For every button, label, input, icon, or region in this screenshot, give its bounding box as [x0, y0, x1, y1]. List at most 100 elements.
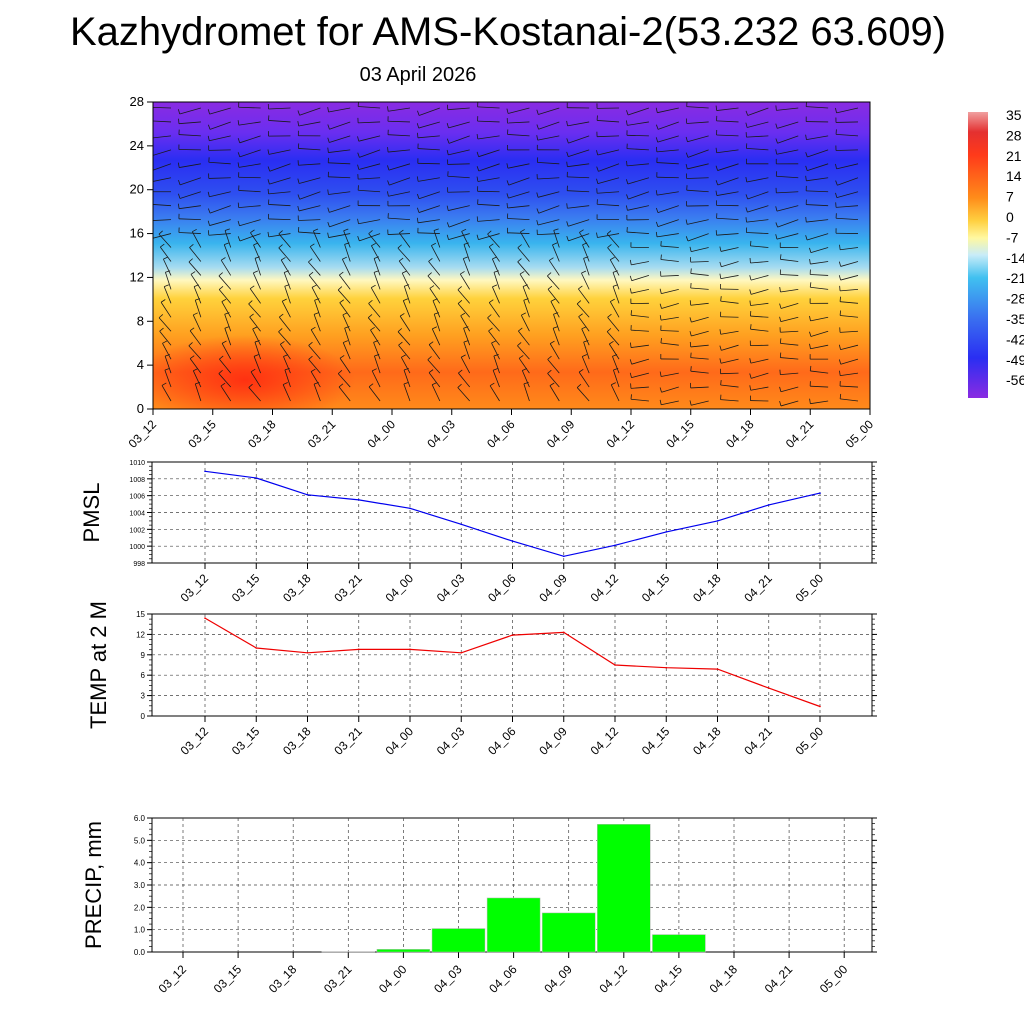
- pmsl-point: [614, 544, 616, 547]
- wind-barb: [252, 326, 261, 346]
- wind-barb: [746, 227, 769, 234]
- pmsl-panel: 998 1000 1002 1004 1006 1008 1010 03_12 03_15 03_…: [79, 460, 877, 605]
- wind-barb: [416, 176, 440, 182]
- wind-barb: [178, 177, 201, 186]
- wind-barb: [279, 313, 291, 332]
- wind-barb: [327, 147, 351, 153]
- colorbar-label: -42: [1006, 331, 1024, 347]
- wind-barb: [629, 259, 649, 266]
- wind-barb: [237, 219, 261, 227]
- wind-barb: [745, 191, 769, 200]
- wind-barb: [268, 115, 291, 123]
- wind-barb: [779, 400, 799, 407]
- wind-barb: [254, 340, 261, 360]
- wind-barb: [719, 261, 739, 268]
- wind-barb: [417, 158, 440, 165]
- wind-barb: [660, 254, 679, 262]
- wind-barb: [805, 116, 829, 123]
- wind-barb: [779, 242, 799, 248]
- x-tick-label: 04_09: [536, 571, 570, 605]
- wind-barb: [596, 103, 620, 109]
- wind-barb: [809, 259, 829, 265]
- wind-barb: [267, 177, 291, 185]
- x-tick-label: 04_21: [783, 417, 817, 451]
- wind-barb: [779, 302, 799, 309]
- wind-barb: [566, 120, 590, 127]
- wind-barb: [282, 382, 291, 402]
- wind-barb: [685, 219, 709, 225]
- wind-barb: [368, 299, 381, 318]
- pmsl-point: [562, 555, 565, 558]
- wind-barb: [686, 185, 709, 193]
- x-tick-label: 04_09: [541, 962, 575, 996]
- wind-barb: [417, 191, 440, 200]
- wind-barb: [629, 372, 650, 379]
- wind-barb: [596, 163, 620, 172]
- wind-barb: [208, 157, 231, 165]
- wind-barb: [689, 400, 709, 406]
- x-tick-label: 04_21: [741, 724, 775, 758]
- wind-barb: [417, 143, 440, 151]
- wind-barb: [218, 272, 232, 290]
- wind-barb: [476, 176, 500, 182]
- wind-barb: [809, 282, 829, 290]
- wind-barb: [629, 358, 650, 365]
- wind-barb: [655, 231, 679, 238]
- wind-barb: [517, 342, 530, 360]
- wind-barb: [536, 121, 560, 130]
- wind-barb: [220, 257, 232, 276]
- wind-barb: [809, 354, 829, 360]
- wind-barb: [192, 368, 202, 388]
- wind-barb: [342, 256, 351, 276]
- y-tick-label: 0.0: [134, 948, 146, 957]
- wind-barb: [160, 299, 172, 318]
- colorbar-label: -56: [1006, 372, 1024, 388]
- wind-barb: [566, 161, 590, 168]
- wind-barb: [779, 386, 799, 393]
- wind-barb: [626, 107, 650, 116]
- wind-barb: [252, 270, 261, 290]
- wind-barb: [745, 107, 769, 116]
- wind-barb: [178, 191, 201, 199]
- wind-barb: [596, 199, 620, 207]
- temp_2m-point: [716, 668, 719, 670]
- y-tick-label: 6.0: [134, 814, 146, 823]
- wind-barb: [517, 258, 530, 276]
- cross-section-y-axis: 0 4 8 12 16 20 24 28: [130, 94, 153, 416]
- wind-barb: [625, 205, 649, 211]
- wind-barb: [630, 394, 649, 402]
- wind-barb: [596, 115, 620, 123]
- x-tick-label: 04_09: [544, 417, 578, 451]
- precip-bar: [486, 897, 541, 953]
- x-tick-label: 04_06: [484, 417, 518, 451]
- y-tick-label: 28: [130, 94, 144, 109]
- wind-barb: [596, 149, 620, 156]
- wind-barb: [278, 328, 291, 346]
- wind-barb: [809, 381, 829, 388]
- wind-barb: [660, 241, 679, 248]
- y-tick-label: 1010: [129, 460, 145, 467]
- wind-barb: [218, 286, 232, 304]
- precip-bar: [597, 824, 651, 953]
- x-tick-label: 04_00: [383, 571, 417, 605]
- colorbar-label: -49: [1006, 352, 1024, 368]
- wind-barb: [690, 352, 709, 360]
- wind-barb: [327, 219, 351, 228]
- wind-barb: [719, 273, 739, 280]
- wind-barb: [400, 354, 411, 374]
- wind-barb: [835, 107, 859, 114]
- wind-barb: [779, 327, 799, 333]
- temp_2m-point: [409, 648, 411, 651]
- wind-barb: [417, 227, 440, 234]
- x-tick-label: 03_15: [229, 571, 263, 605]
- wind-barb: [238, 102, 261, 109]
- wind-barb: [357, 200, 381, 207]
- x-tick-label: 03_21: [305, 417, 339, 451]
- wind-barb: [268, 213, 291, 221]
- wind-barb: [488, 327, 500, 346]
- wind-barb: [506, 191, 530, 199]
- temp_2m-point: [767, 687, 770, 689]
- x-tick-label: 04_18: [723, 417, 757, 451]
- x-tick-label: 03_18: [245, 417, 279, 451]
- wind-barb: [327, 135, 351, 143]
